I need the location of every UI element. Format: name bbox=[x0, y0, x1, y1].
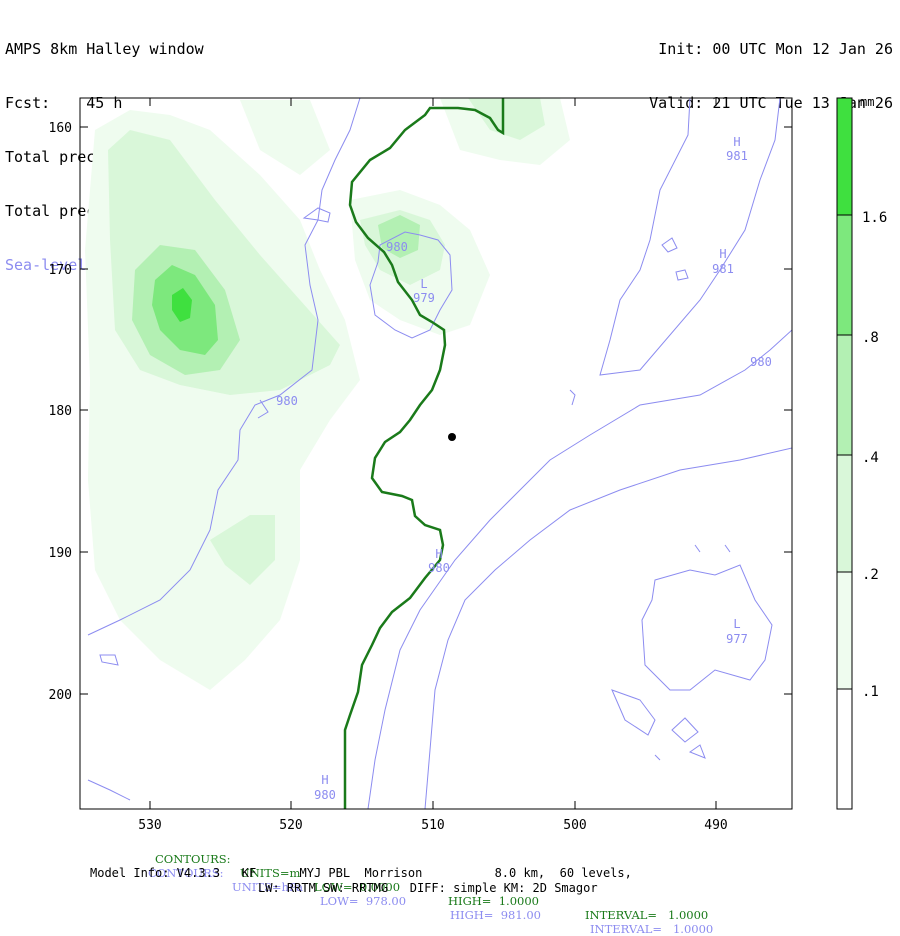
x-tick-labels: 530 520 510 500 490 bbox=[138, 818, 727, 833]
colorbar-segment bbox=[837, 98, 852, 215]
high-marker: H bbox=[435, 547, 442, 561]
axis-ticks bbox=[80, 98, 792, 809]
pressure-value: 980 bbox=[428, 561, 450, 575]
precip-band-04 bbox=[378, 215, 420, 258]
map-figure: H 981 H 981 980 980 980 L 979 H 980 L 97… bbox=[49, 95, 888, 833]
colorbar-label: .2 bbox=[862, 567, 879, 583]
init-time: Init: 00 UTC Mon 12 Jan 26 bbox=[658, 40, 893, 58]
y-tick-labels: 160 170 180 190 200 bbox=[49, 121, 72, 703]
low-marker: L bbox=[420, 277, 427, 291]
isobar bbox=[694, 544, 701, 553]
colorbar-segment bbox=[837, 335, 852, 455]
pressure-contours bbox=[87, 98, 792, 809]
colorbar-segment bbox=[837, 572, 852, 689]
contours-low: LOW= 978.00 bbox=[320, 894, 407, 908]
pressure-value: 981 bbox=[712, 262, 734, 276]
terrain-contour bbox=[343, 98, 505, 809]
colorbar-unit: mm bbox=[860, 95, 874, 109]
low-marker: L bbox=[733, 617, 740, 631]
footer-physics: LW: RRTM SW: RRTMG DIFF: simple KM: 2D S… bbox=[258, 881, 598, 895]
precip-field bbox=[85, 98, 570, 690]
y-tick-label: 190 bbox=[49, 546, 72, 561]
isobar bbox=[367, 329, 792, 809]
colorbar-segment bbox=[837, 215, 852, 335]
isobar bbox=[302, 207, 331, 223]
x-tick-label: 500 bbox=[563, 818, 586, 833]
station-marker bbox=[448, 433, 456, 441]
colorbar: mm 1.6 .8 .4 .2 .1 bbox=[836, 95, 887, 810]
contours-high: HIGH= 981.00 bbox=[450, 908, 541, 922]
high-marker: H bbox=[321, 773, 328, 787]
isobar bbox=[257, 399, 269, 419]
contours-label: CONTOURS: bbox=[148, 866, 224, 880]
precip-band-02 bbox=[468, 98, 545, 140]
isobar bbox=[724, 544, 731, 553]
isobar bbox=[661, 237, 678, 253]
isobar bbox=[611, 689, 656, 736]
isobar bbox=[99, 654, 119, 666]
contour-label: 980 bbox=[750, 355, 772, 369]
pressure-value: 981 bbox=[726, 149, 748, 163]
isobar bbox=[87, 779, 131, 801]
pressure-value: 980 bbox=[314, 788, 336, 802]
isobar bbox=[599, 98, 781, 376]
isobar bbox=[369, 231, 453, 339]
contour-label: 980 bbox=[276, 394, 298, 408]
isobar bbox=[671, 717, 699, 743]
x-tick-label: 520 bbox=[279, 818, 302, 833]
terrain-contour-m bbox=[343, 98, 505, 809]
pressure-value: 979 bbox=[413, 291, 435, 305]
isobar bbox=[675, 269, 689, 281]
colorbar-label: .4 bbox=[862, 450, 879, 466]
colorbar-segment bbox=[837, 689, 852, 809]
isobar bbox=[424, 447, 792, 809]
footer-model-info: Model Info: V4.3.3 KF MYJ PBL Morrison 8… bbox=[90, 866, 632, 880]
isobar bbox=[688, 744, 706, 759]
y-tick-label: 170 bbox=[49, 263, 72, 278]
map-title: AMPS 8km Halley window bbox=[5, 40, 204, 58]
x-tick-label: 490 bbox=[704, 818, 727, 833]
isobar bbox=[654, 754, 661, 761]
pressure-labels: H 981 H 981 980 980 980 L 979 H 980 L 97… bbox=[276, 135, 772, 802]
colorbar-label: .1 bbox=[862, 684, 879, 700]
isobar bbox=[641, 564, 773, 691]
contours-units: UNITS=hPa bbox=[232, 880, 303, 894]
y-tick-label: 200 bbox=[49, 688, 72, 703]
contour-label: 980 bbox=[386, 240, 408, 254]
colorbar-frame bbox=[836, 97, 853, 810]
precip-band-02 bbox=[210, 515, 275, 585]
contours-low: LOW= 0.0000 bbox=[314, 880, 401, 894]
x-tick-label: 510 bbox=[421, 818, 444, 833]
pressure-value: 977 bbox=[726, 632, 748, 646]
precip-band-01 bbox=[240, 100, 330, 175]
y-tick-label: 160 bbox=[49, 121, 72, 136]
y-tick-label: 180 bbox=[49, 404, 72, 419]
plot-frame bbox=[79, 97, 793, 810]
contours-interval: INTERVAL= 1.0000 bbox=[590, 922, 714, 936]
contours-label: CONTOURS: bbox=[155, 852, 231, 866]
isobar bbox=[569, 389, 576, 406]
colorbar-label: .8 bbox=[862, 330, 879, 346]
x-tick-label: 530 bbox=[138, 818, 161, 833]
isobar bbox=[87, 98, 361, 636]
precip-band-16 bbox=[172, 288, 192, 322]
high-marker: H bbox=[719, 247, 726, 261]
colorbar-segment bbox=[837, 455, 852, 572]
high-marker: H bbox=[733, 135, 740, 149]
colorbar-label: 1.6 bbox=[862, 210, 887, 226]
contours-units: UNITS=m bbox=[240, 866, 301, 880]
